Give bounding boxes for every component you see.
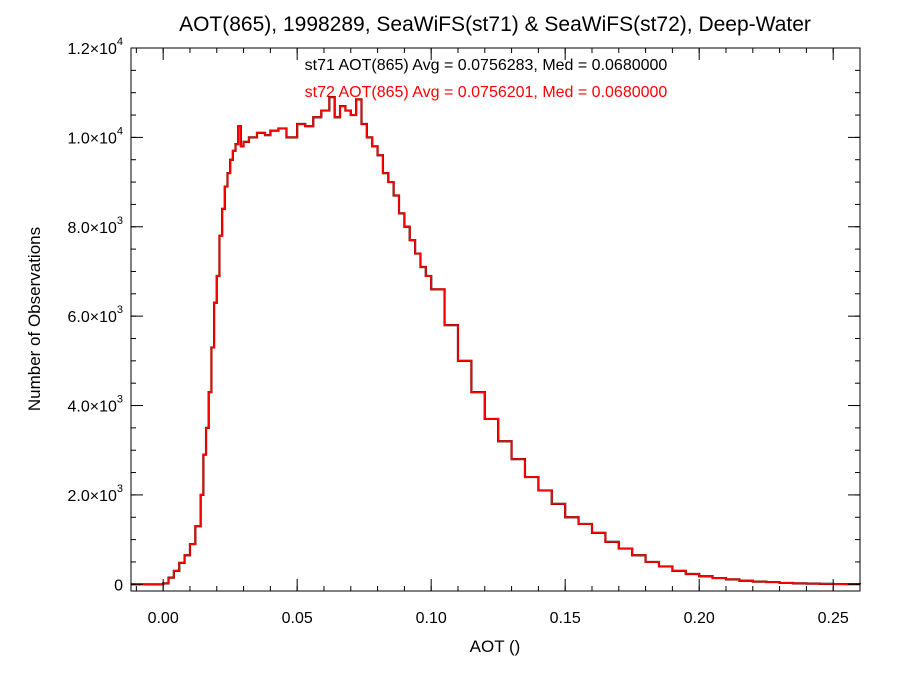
x-axis-label: AOT () [470, 637, 521, 656]
y-tick-label: 6.0×103 [67, 304, 123, 326]
plot-frame [130, 47, 861, 592]
annotation-st72: st72 AOT(865) Avg = 0.0756201, Med = 0.0… [305, 84, 668, 101]
histogram-series-1 [131, 96, 862, 586]
y-tick-label: 1.0×104 [67, 125, 123, 147]
y-tick-label: 0 [114, 577, 123, 594]
x-tick-label: 0.00 [148, 610, 179, 627]
plot-series [131, 96, 862, 586]
y-tick-label: 1.2×104 [67, 36, 123, 58]
y-tick-label: 8.0×103 [67, 215, 123, 237]
chart-title: AOT(865), 1998289, SeaWiFS(st71) & SeaWi… [179, 13, 811, 36]
x-tick-label: 0.10 [416, 610, 447, 627]
x-tick-label: 0.15 [550, 610, 581, 627]
x-axis: 0.00 0.05 0.10 0.15 0.20 0.25 [135, 48, 861, 627]
x-tick-label: 0.25 [818, 610, 849, 627]
y-tick-label: 4.0×103 [67, 394, 123, 416]
y-axis-label: Number of Observations [25, 227, 44, 411]
y-tick-label: 2.0×103 [67, 483, 123, 505]
y-axis: 0 2.0×103 4.0×103 6.0×103 8.0×103 1.0×104 1.2×… [67, 36, 860, 594]
histogram-series-2 [131, 96, 861, 586]
annotation-st71: st71 AOT(865) Avg = 0.0756283, Med = 0.0… [305, 57, 668, 74]
x-tick-label: 0.05 [282, 610, 313, 627]
x-tick-label: 0.20 [684, 610, 715, 627]
